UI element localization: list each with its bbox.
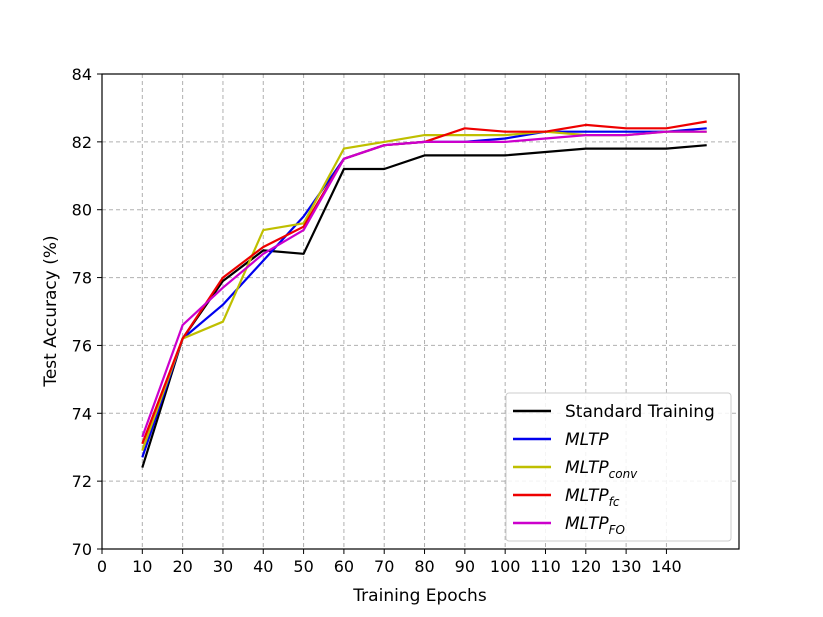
y-tick-label: 72: [72, 472, 92, 491]
series-standard-training-line: [141, 144, 707, 468]
series-lines: [141, 120, 707, 468]
y-tick-label: 78: [72, 269, 92, 288]
legend-box: [505, 392, 732, 542]
plot-frame: [101, 73, 740, 550]
x-tick-label: 70: [374, 557, 394, 576]
legend-label: MLTPfc: [565, 486, 620, 509]
x-tick-label: 120: [571, 557, 602, 576]
x-tick-label: 130: [611, 557, 642, 576]
x-tick-label: 0: [97, 557, 107, 576]
x-tick-label: 30: [213, 557, 233, 576]
series-mltp-fo: [141, 130, 707, 438]
x-axis-label: Training Epochs: [352, 586, 487, 606]
y-tick-label: 74: [72, 404, 92, 423]
y-tick-label: 76: [72, 336, 92, 355]
x-axis: 0 10 20 30 40 50 60 70 80 90 100 110 120 130 140: [97, 549, 682, 576]
x-tick-label: 60: [334, 557, 354, 576]
y-axis-label: Test Accuracy (%): [41, 235, 61, 387]
legend-label: MLTP: [565, 430, 609, 450]
legend-label: MLTPconv: [565, 458, 638, 481]
series-mltp-fo-line: [141, 130, 707, 438]
y-axis: 70 72 74 76 78 80 82 84: [72, 65, 102, 559]
legend-label: Standard Training: [565, 402, 715, 422]
y-tick-label: 80: [72, 201, 92, 220]
y-tick-label: 84: [72, 65, 92, 84]
x-tick-label: 50: [293, 557, 313, 576]
x-tick-label: 20: [172, 557, 192, 576]
y-tick-label: 82: [72, 133, 92, 152]
x-tick-label: 100: [490, 557, 521, 576]
x-tick-label: 110: [530, 557, 561, 576]
x-tick-label: 10: [132, 557, 152, 576]
x-tick-label: 90: [455, 557, 475, 576]
series-standard-training: [141, 144, 707, 468]
legend-label: MLTPFO: [565, 514, 625, 537]
x-tick-label: 140: [651, 557, 682, 576]
legend: Standard Training MLTP MLTPconv MLTPfc MLTPF…: [505, 392, 732, 542]
x-tick-label: 40: [253, 557, 273, 576]
x-tick-label: 80: [414, 557, 434, 576]
y-tick-label: 70: [72, 540, 92, 559]
